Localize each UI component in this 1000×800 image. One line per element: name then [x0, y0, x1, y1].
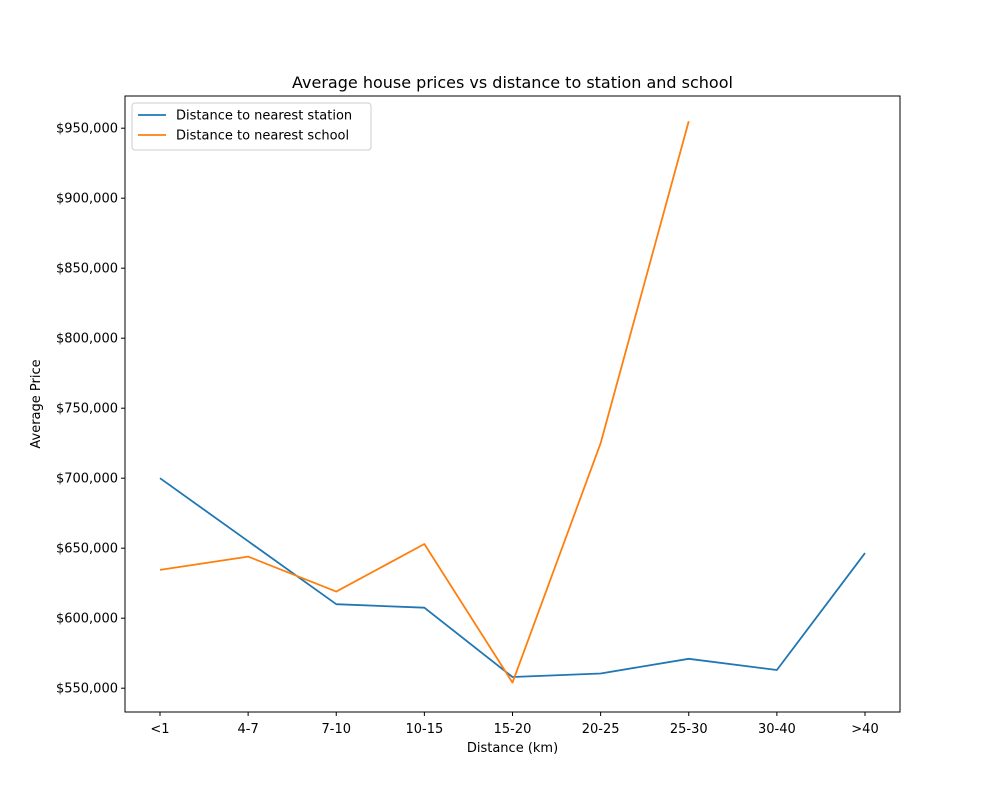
x-axis: <1 4-7 7-10 10-15 15-20 20-25 25-30 30-40 >40: [150, 712, 879, 737]
x-tick-label: 15-20: [494, 722, 532, 737]
x-tick-label: 4-7: [238, 722, 259, 737]
y-tick-label: $700,000: [56, 472, 118, 487]
x-tick-label: 25-30: [670, 722, 708, 737]
x-axis-label: Distance (km): [467, 741, 558, 756]
series-line-2: [159, 120, 690, 684]
x-tick-label: 30-40: [758, 722, 796, 737]
y-tick-label: $900,000: [56, 192, 118, 207]
legend-label: Distance to nearest school: [176, 129, 349, 144]
y-tick-label: $850,000: [56, 262, 118, 277]
x-tick-label: 20-25: [582, 722, 620, 737]
y-axis: $550,000 $600,000 $650,000 $700,000 $750,000…: [56, 122, 125, 697]
y-tick-label: $550,000: [56, 682, 118, 697]
x-tick-label: 7-10: [321, 722, 351, 737]
legend: Distance to nearest station Distance to n…: [131, 102, 372, 151]
y-tick-label: $750,000: [56, 402, 118, 417]
series-line-1: [159, 477, 866, 678]
y-axis-label: Average Price: [29, 359, 44, 448]
y-tick-label: $650,000: [56, 542, 118, 557]
x-tick-label: 10-15: [405, 722, 443, 737]
y-tick-label: $800,000: [56, 332, 118, 347]
y-tick-label: $950,000: [56, 122, 118, 137]
x-tick-label: <1: [150, 722, 169, 737]
legend-label: Distance to nearest station: [176, 109, 352, 124]
x-tick-label: >40: [851, 722, 878, 737]
chart-title: Average house prices vs distance to stat…: [292, 73, 733, 92]
series-layer: [159, 120, 866, 684]
y-tick-label: $600,000: [56, 612, 118, 627]
legend-box: [131, 102, 372, 151]
